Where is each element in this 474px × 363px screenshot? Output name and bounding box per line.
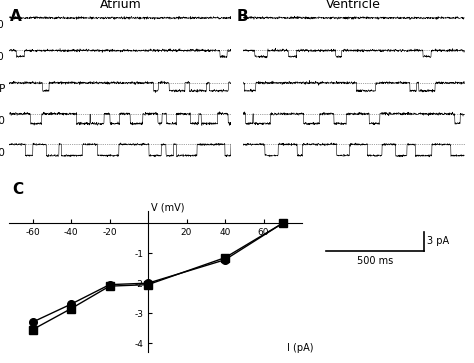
Text: A: A [9, 9, 21, 24]
Text: C: C [12, 182, 23, 196]
Text: -20: -20 [0, 116, 5, 126]
Text: B: B [237, 9, 249, 24]
Text: I (pA): I (pA) [287, 343, 313, 352]
Title: Ventricle: Ventricle [326, 0, 381, 11]
Text: -40: -40 [0, 148, 5, 158]
Title: Atrium: Atrium [100, 0, 141, 11]
Text: RP: RP [0, 84, 5, 94]
Text: 3 pA: 3 pA [427, 236, 449, 246]
Text: V (mV): V (mV) [151, 203, 184, 213]
Text: +40: +40 [0, 52, 5, 62]
Legend: Atrium, Ventricle: Atrium, Ventricle [473, 310, 474, 340]
Text: +80: +80 [0, 20, 5, 30]
Text: 500 ms: 500 ms [357, 256, 393, 266]
